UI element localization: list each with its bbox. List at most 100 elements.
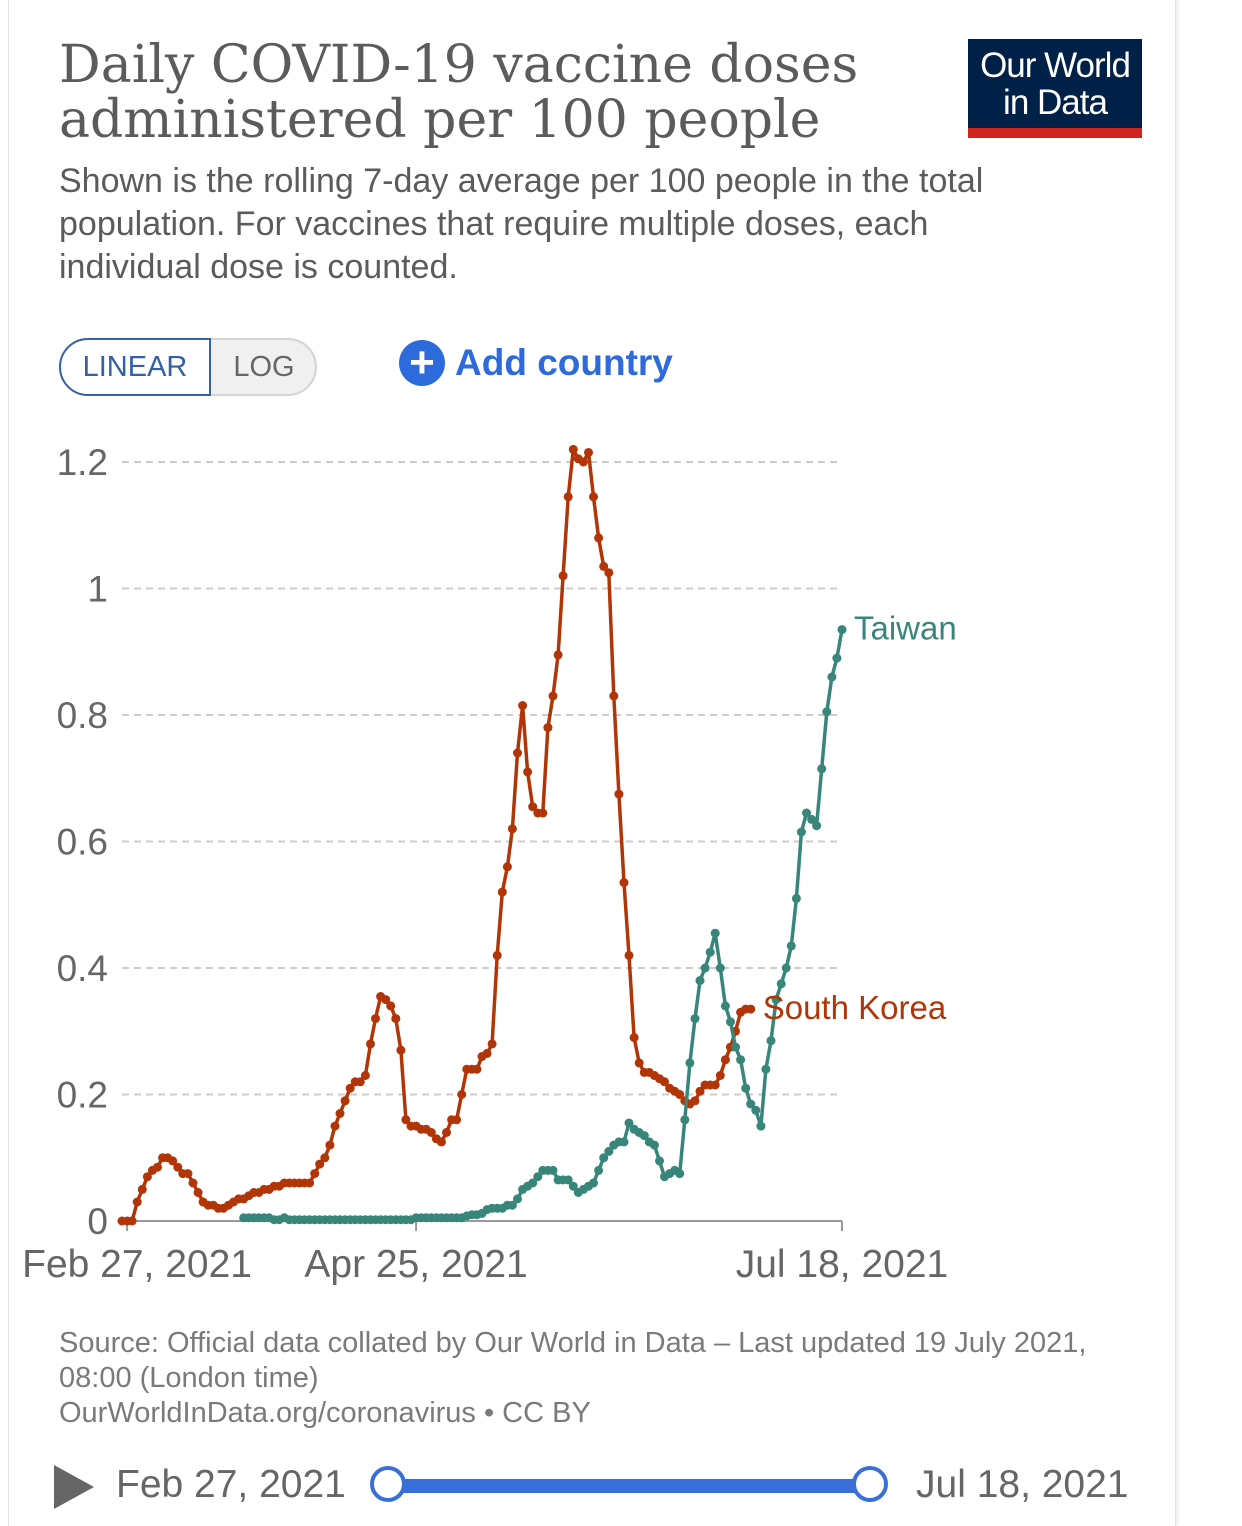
- data-point: [558, 571, 568, 581]
- data-point: [345, 1083, 355, 1093]
- data-point: [589, 492, 598, 502]
- data-point: [766, 1036, 776, 1046]
- log-scale-button[interactable]: LOG: [233, 350, 295, 383]
- data-point: [812, 821, 822, 831]
- data-point: [660, 1077, 669, 1087]
- data-point: [132, 1197, 142, 1207]
- timeline-end-handle[interactable]: [852, 1466, 888, 1502]
- x-tick-label: Apr 25, 2021: [304, 1243, 527, 1286]
- data-point: [188, 1178, 198, 1188]
- data-point: [457, 1090, 467, 1099]
- data-point: [553, 650, 563, 660]
- scale-toggle: LINEAR LOG: [59, 338, 317, 396]
- data-point: [436, 1137, 446, 1147]
- add-country-label: Add country: [455, 342, 673, 383]
- data-point: [802, 808, 811, 818]
- data-point: [751, 1105, 761, 1115]
- data-point: [690, 1014, 700, 1024]
- data-point: [528, 802, 538, 812]
- data-point: [639, 1131, 649, 1141]
- data-point: [502, 862, 512, 872]
- x-tick-label: Feb 27, 2021: [22, 1243, 252, 1286]
- data-point: [381, 995, 391, 1005]
- data-point: [538, 808, 548, 818]
- y-tick-label: 0.4: [57, 948, 108, 989]
- data-point: [507, 824, 517, 834]
- data-point: [695, 976, 705, 986]
- data-point: [153, 1162, 162, 1172]
- data-point: [609, 691, 619, 701]
- data-point: [655, 1156, 664, 1166]
- data-point: [193, 1188, 203, 1197]
- data-point: [391, 1014, 401, 1024]
- data-point: [442, 1128, 451, 1137]
- play-icon[interactable]: [54, 1465, 94, 1509]
- data-point: [168, 1156, 178, 1166]
- data-point: [335, 1109, 345, 1118]
- data-point: [624, 1118, 634, 1128]
- data-point: [543, 723, 553, 733]
- data-point: [563, 492, 573, 502]
- data-point: [568, 444, 578, 454]
- data-point: [396, 1045, 406, 1055]
- data-point: [487, 1039, 497, 1049]
- data-point: [796, 827, 806, 837]
- data-point: [726, 1017, 735, 1027]
- series-south-korea: [117, 444, 756, 1226]
- data-point: [371, 1014, 380, 1024]
- data-point: [832, 653, 842, 663]
- data-point: [786, 941, 796, 951]
- data-point: [695, 1086, 705, 1096]
- source-text: Source: Official data collated by Our Wo…: [59, 1327, 1087, 1394]
- data-point: [705, 947, 715, 957]
- timeline-track[interactable]: [390, 1479, 871, 1493]
- data-point: [137, 1184, 147, 1194]
- data-point: [452, 1115, 462, 1125]
- x-tick-label: Jul 18, 2021: [736, 1243, 949, 1286]
- label-layer: South Korea Taiwan: [763, 610, 957, 1027]
- timeline-start-label: Feb 27, 2021: [116, 1463, 346, 1506]
- data-point: [776, 979, 786, 989]
- data-point: [330, 1121, 340, 1131]
- timeline-start-handle[interactable]: [370, 1466, 406, 1502]
- y-tick-label: 0.8: [57, 695, 108, 736]
- data-point: [700, 963, 710, 973]
- y-tick-label: 1: [87, 569, 108, 610]
- data-point: [791, 893, 801, 903]
- data-point: [771, 995, 781, 1005]
- data-point: [386, 1001, 396, 1011]
- data-point: [320, 1153, 330, 1163]
- data-point: [736, 1055, 746, 1065]
- data-point: [518, 701, 528, 710]
- y-tick-label: 0: [87, 1201, 108, 1242]
- owid-logo[interactable]: Our World in Data: [968, 39, 1142, 138]
- data-point: [594, 533, 604, 543]
- data-point: [173, 1162, 183, 1172]
- series-label: South Korea: [763, 989, 947, 1026]
- data-point: [310, 1169, 320, 1179]
- series-layer: [117, 444, 847, 1226]
- data-point: [827, 672, 837, 682]
- y-tick-label: 0.2: [57, 1075, 108, 1116]
- timeline-end-label: Jul 18, 2021: [916, 1463, 1129, 1506]
- data-point: [710, 928, 720, 938]
- data-point: [127, 1216, 137, 1226]
- data-point: [822, 707, 832, 717]
- linear-scale-button[interactable]: LINEAR: [59, 338, 211, 396]
- data-point: [690, 1096, 700, 1106]
- data-point: [568, 1181, 578, 1191]
- add-country-button[interactable]: + Add country: [399, 340, 673, 386]
- series-label: Taiwan: [854, 610, 957, 647]
- source-link[interactable]: OurWorldInData.org/coronavirus • CC BY: [59, 1397, 591, 1429]
- logo-line-1: Our World: [980, 45, 1131, 85]
- data-point: [731, 1042, 740, 1052]
- axis-layer: 0 0.2 0.4 0.6 0.8 1 1.2 Feb 27, 2021 Apr 25, 202…: [22, 442, 948, 1286]
- data-point: [594, 1165, 604, 1175]
- data-point: [366, 1039, 375, 1049]
- data-point: [761, 1064, 771, 1074]
- data-point: [401, 1115, 411, 1125]
- data-point: [426, 1128, 436, 1137]
- data-point: [513, 748, 522, 758]
- data-point: [355, 1077, 365, 1087]
- data-point: [619, 878, 629, 888]
